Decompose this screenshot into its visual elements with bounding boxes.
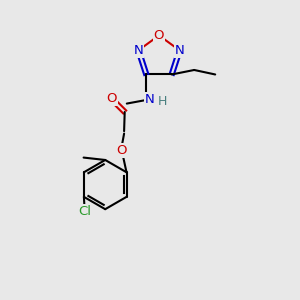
Text: N: N bbox=[145, 94, 155, 106]
Text: O: O bbox=[116, 144, 127, 157]
Text: Cl: Cl bbox=[78, 205, 91, 218]
Text: H: H bbox=[158, 95, 167, 108]
Text: N: N bbox=[134, 44, 143, 57]
Text: N: N bbox=[175, 44, 184, 57]
Text: O: O bbox=[154, 29, 164, 42]
Text: O: O bbox=[106, 92, 116, 105]
